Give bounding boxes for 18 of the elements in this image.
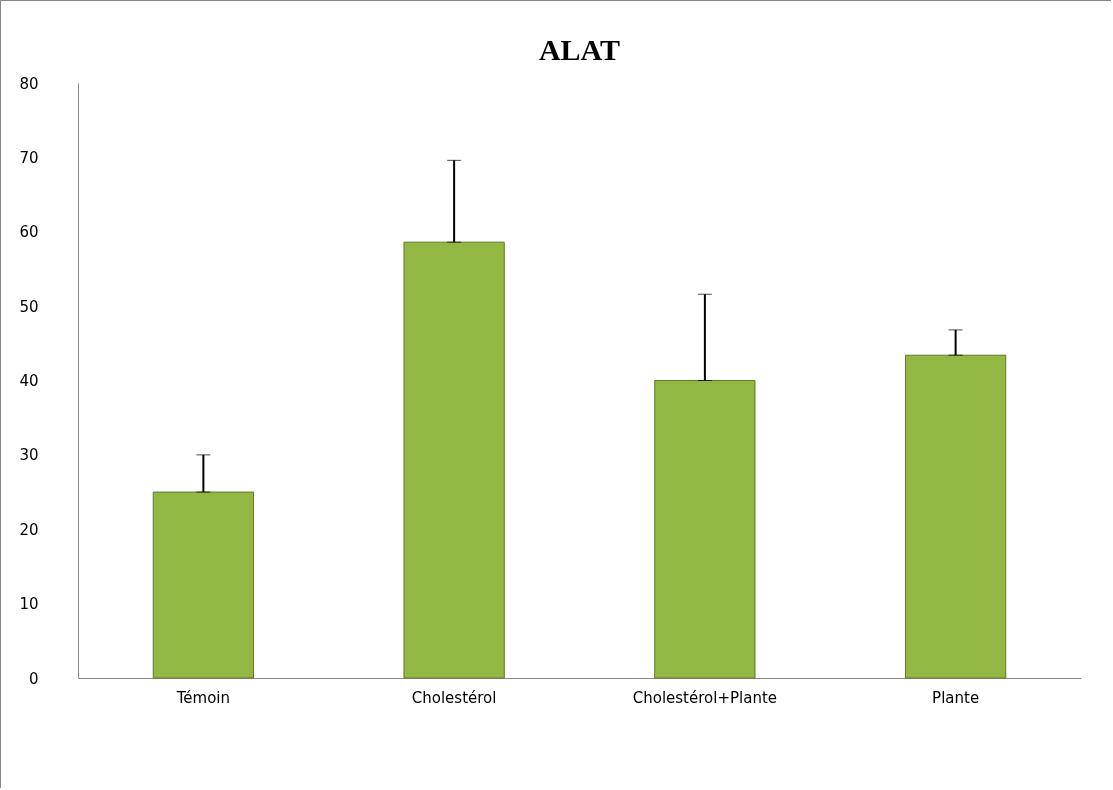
bar xyxy=(904,354,1007,679)
x-tick-label: Cholestérol xyxy=(411,688,497,707)
bar xyxy=(403,241,505,679)
bar xyxy=(654,380,756,679)
x-tick-label: Cholestérol+Plante xyxy=(632,688,778,707)
y-tick-label: 60 xyxy=(19,223,39,242)
y-tick-label: 30 xyxy=(19,446,39,465)
y-tick-label: 10 xyxy=(19,595,39,614)
y-tick-label: 80 xyxy=(19,74,39,93)
y-tick-label: 50 xyxy=(19,297,39,316)
bar xyxy=(152,491,255,679)
y-tick-label: 70 xyxy=(19,148,39,167)
x-tick-label: Témoin xyxy=(175,688,231,707)
chart-title: ALAT xyxy=(538,33,621,66)
y-tick-label: 40 xyxy=(19,372,39,390)
y-tick-label: 20 xyxy=(19,520,39,539)
y-tick-label: 0 xyxy=(28,669,39,688)
x-tick-label: Plante xyxy=(932,688,980,707)
